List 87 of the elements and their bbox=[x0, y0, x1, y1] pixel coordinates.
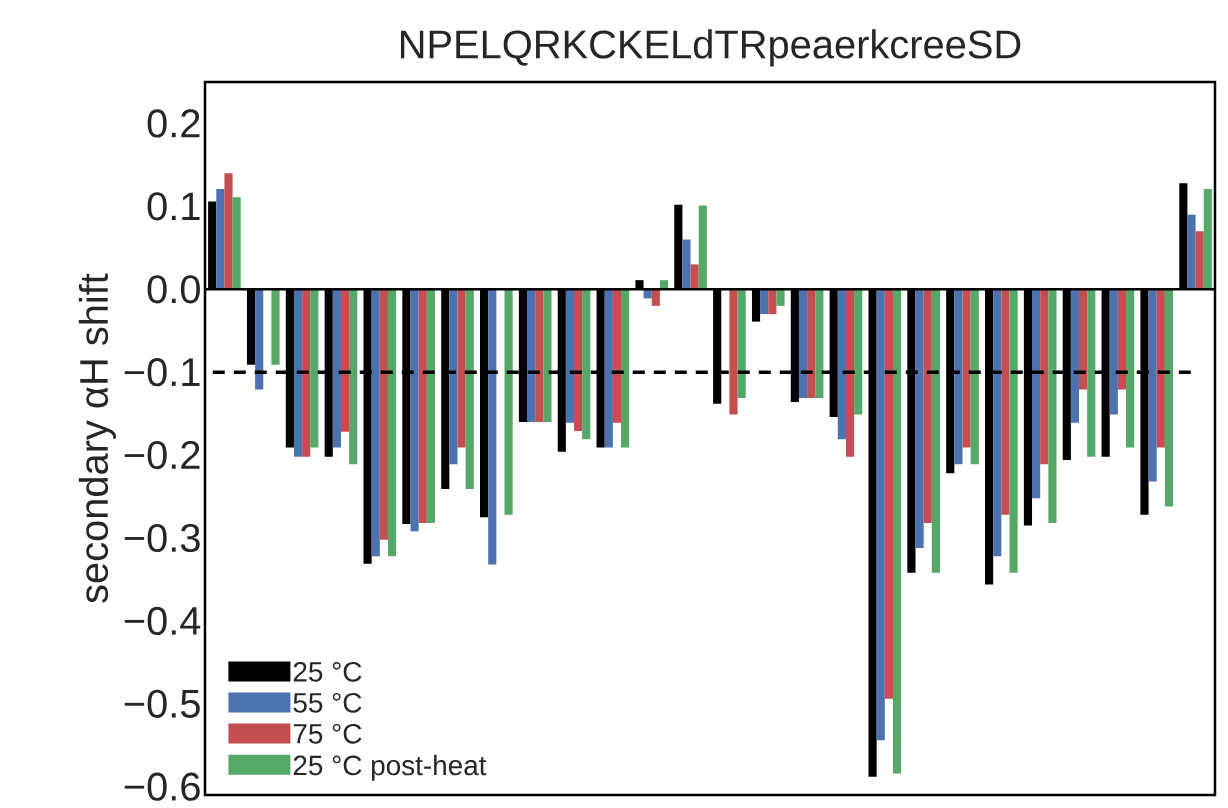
bar bbox=[255, 289, 264, 390]
bar bbox=[1009, 289, 1018, 573]
bar bbox=[1087, 289, 1096, 457]
bar bbox=[1001, 289, 1010, 515]
bar bbox=[340, 289, 350, 432]
bar bbox=[698, 205, 707, 290]
bar bbox=[1032, 289, 1041, 499]
bar bbox=[426, 289, 435, 524]
bar bbox=[527, 289, 536, 422]
bar bbox=[410, 289, 419, 532]
legend-label: 25 °C bbox=[293, 661, 362, 682]
bar bbox=[815, 289, 824, 398]
legend-label: 75 °C bbox=[293, 723, 362, 744]
bar bbox=[216, 188, 225, 290]
bar bbox=[379, 289, 388, 540]
bar bbox=[465, 289, 474, 490]
bar bbox=[690, 264, 699, 290]
y-tick-label: 0.0 bbox=[147, 275, 200, 304]
bar bbox=[837, 289, 846, 440]
bar bbox=[449, 289, 458, 465]
bar bbox=[1079, 289, 1088, 390]
y-axis-title: secondary αH shift bbox=[78, 273, 116, 603]
bar bbox=[993, 289, 1002, 557]
bar bbox=[962, 289, 971, 448]
bar bbox=[604, 289, 613, 448]
bar bbox=[1195, 231, 1204, 290]
y-tick-label: −0.2 bbox=[124, 440, 200, 470]
bar bbox=[574, 289, 583, 432]
bar bbox=[954, 289, 963, 465]
bar bbox=[504, 289, 513, 515]
bar bbox=[457, 289, 466, 448]
bar bbox=[931, 289, 940, 573]
bar bbox=[293, 289, 303, 457]
bar bbox=[271, 289, 280, 365]
bar bbox=[612, 289, 622, 423]
bar bbox=[1148, 289, 1157, 482]
bar bbox=[302, 289, 311, 457]
bar bbox=[729, 289, 738, 415]
y-tick-label: −0.1 bbox=[124, 358, 200, 387]
bar bbox=[535, 289, 544, 422]
bar bbox=[488, 289, 497, 565]
bar bbox=[915, 289, 924, 548]
bar bbox=[970, 289, 979, 465]
bar bbox=[854, 289, 863, 415]
bar bbox=[387, 289, 397, 557]
bar bbox=[768, 289, 777, 315]
bar bbox=[582, 289, 591, 440]
bar bbox=[682, 239, 691, 290]
y-tick-label: −0.4 bbox=[124, 606, 201, 635]
bar bbox=[1048, 289, 1057, 524]
bar bbox=[332, 289, 341, 448]
bar bbox=[1156, 289, 1165, 448]
bar bbox=[923, 289, 932, 524]
bar bbox=[737, 289, 746, 398]
bar bbox=[418, 289, 427, 524]
legend-label: 55 °C bbox=[293, 692, 362, 713]
bar bbox=[798, 289, 808, 398]
bar bbox=[884, 289, 893, 699]
bar bbox=[1203, 188, 1212, 290]
chart-title: NPELQRKCKELdTRpeaerkcreeSD bbox=[400, 29, 1021, 67]
bar bbox=[1164, 289, 1174, 507]
y-tick-label: 0.2 bbox=[147, 109, 200, 138]
bar bbox=[371, 289, 380, 557]
bar bbox=[349, 289, 358, 465]
bar bbox=[892, 289, 902, 774]
bar bbox=[543, 289, 552, 422]
bar bbox=[760, 289, 769, 315]
bar bbox=[776, 289, 785, 306]
bar bbox=[1117, 289, 1127, 390]
bar bbox=[1187, 214, 1196, 290]
bar bbox=[565, 289, 575, 423]
legend-label: 25 °C post-heat bbox=[293, 754, 487, 781]
bar bbox=[310, 289, 319, 448]
bar bbox=[876, 289, 885, 741]
y-tick-label: −0.3 bbox=[124, 523, 200, 553]
bar bbox=[1109, 289, 1118, 415]
y-tick-label: −0.5 bbox=[124, 689, 200, 718]
y-tick-label: −0.6 bbox=[124, 772, 200, 801]
bar bbox=[232, 197, 241, 290]
y-tick-label: 0.1 bbox=[147, 192, 200, 221]
bar bbox=[1126, 289, 1135, 448]
bar bbox=[807, 289, 816, 398]
bar bbox=[1040, 289, 1049, 465]
bar bbox=[845, 289, 855, 457]
bar bbox=[1070, 289, 1080, 423]
bar bbox=[621, 289, 630, 448]
bar bbox=[224, 173, 233, 290]
